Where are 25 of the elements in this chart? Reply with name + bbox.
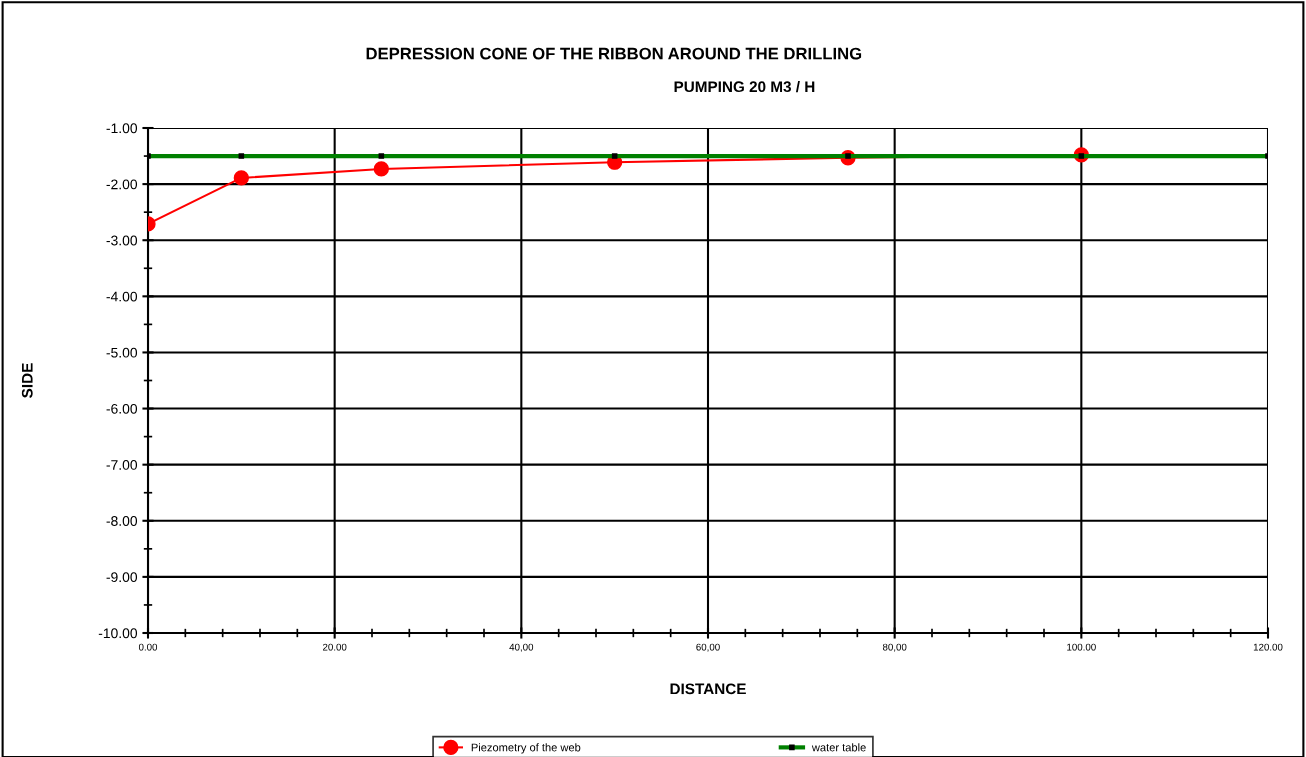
y-tick-label: -8.00: [106, 516, 138, 526]
chart-title: DEPRESSION CONE OF THE RIBBON AROUND THE DRILLING: [366, 47, 862, 60]
x-tick-label: 0.00: [138, 643, 158, 651]
y-axis-title: SIDE: [21, 363, 33, 398]
point: [233, 170, 249, 186]
y-tick-label: -7.00: [106, 460, 138, 470]
point: [373, 161, 389, 177]
y-tick-label: -10.00: [98, 628, 138, 639]
x-tick-label: 100.00: [1067, 643, 1096, 651]
chart-subtitle: PUMPING 20 M3 / H: [674, 80, 815, 93]
legend-label: water table: [811, 743, 866, 752]
x-tick-label: 20.00: [322, 643, 347, 651]
y-tick-label: -4.00: [106, 291, 138, 302]
x-tick-label: 120.00: [1253, 643, 1283, 651]
legend-label: Piezometry of the web: [471, 743, 581, 754]
x-axis-title: DISTANCE: [670, 683, 746, 695]
y-tick-label: -3.00: [106, 235, 138, 246]
y-tick-label: -2.00: [106, 179, 138, 190]
y-tick-label: -9.00: [106, 572, 138, 583]
x-tick-label: 80,00: [882, 643, 907, 652]
y-tick-label: -1.00: [106, 123, 138, 134]
y-tick-label: -6.00: [106, 403, 138, 414]
x-tick-label: 60,00: [696, 643, 720, 652]
x-tick-label: 40,00: [509, 643, 534, 652]
y-tick-label: -5.00: [106, 347, 138, 358]
